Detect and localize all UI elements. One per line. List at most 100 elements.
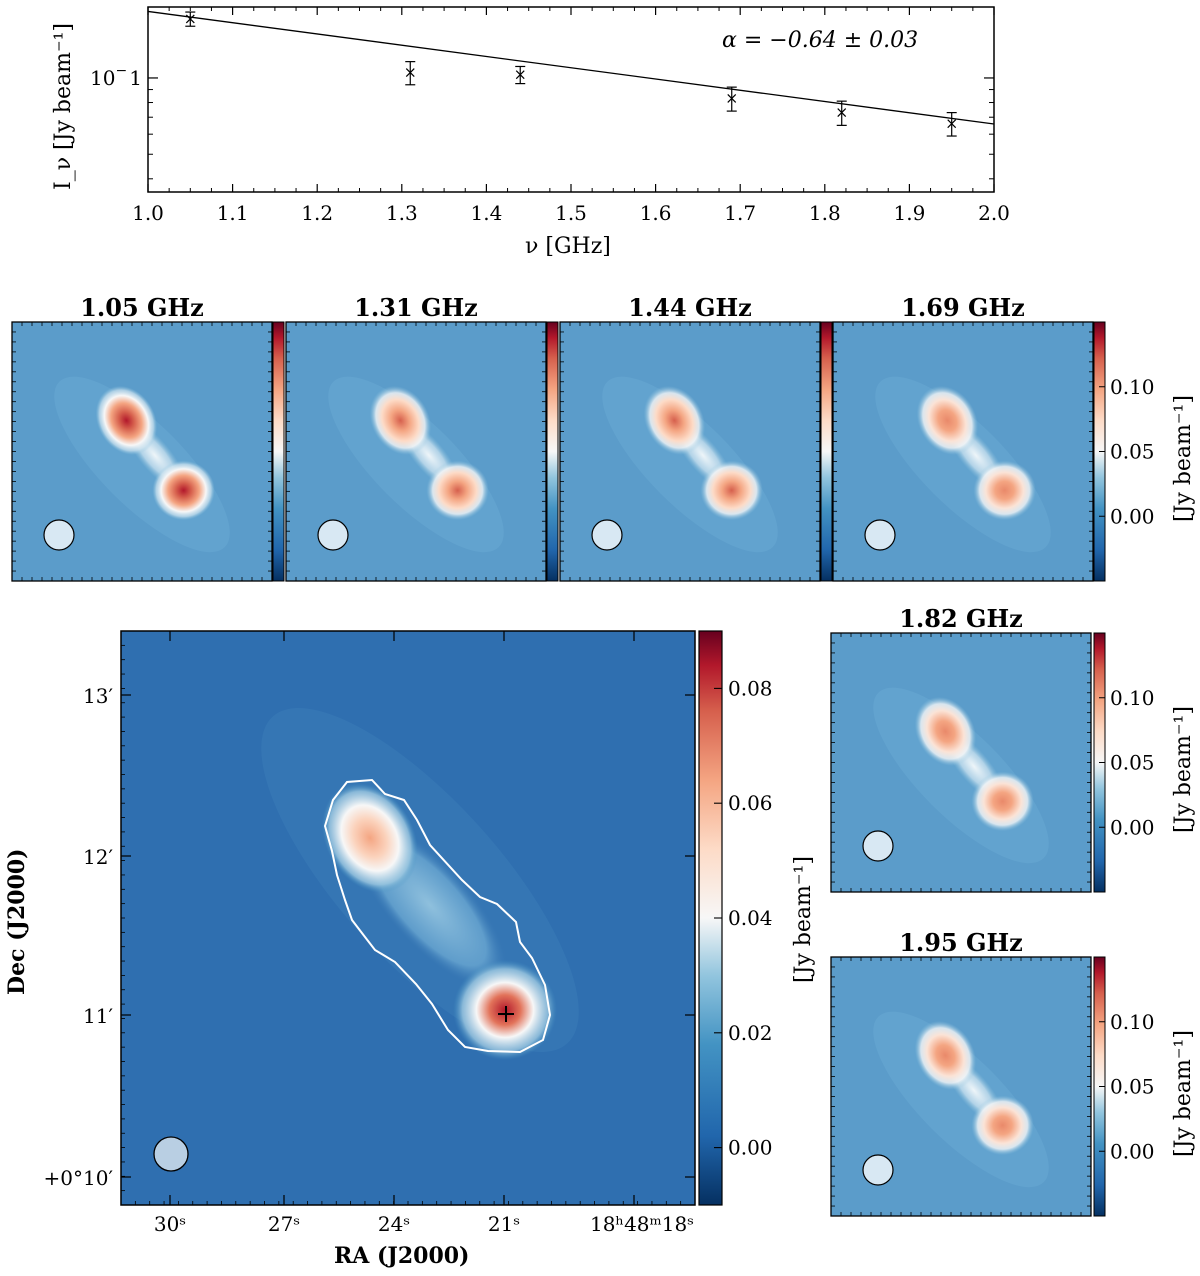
x-tick-label: 1.5 [555, 201, 587, 225]
channel-south-lobe [152, 460, 215, 521]
beam-ellipse [591, 519, 623, 551]
colorbar-tick-label: 0.05 [1110, 1075, 1155, 1099]
colorbar-tick-label: 0.00 [1110, 504, 1155, 528]
main-beam-ellipse [153, 1136, 189, 1172]
x-tick-label: 1.4 [470, 201, 502, 225]
peak-cross-marker [498, 1006, 514, 1022]
main-map-north-lobe [322, 783, 418, 893]
colorbar-tick-label: 0.05 [1110, 440, 1155, 464]
channel-panel: 1.95 GHz 0.10 0.05 0.00 [Jy beam⁻¹] [830, 928, 1196, 1217]
main-colorbar-tick-label: 0.08 [728, 676, 773, 700]
data-point [836, 100, 847, 126]
colorbar-tick-label: 0.10 [1110, 1010, 1155, 1034]
x-tick-label: 1.3 [386, 201, 418, 225]
beam-ellipse [864, 519, 896, 551]
channel-north-lobe [643, 385, 706, 455]
beam-ellipse [862, 1154, 894, 1186]
channel-colorbar [272, 321, 285, 582]
channel-colorbar [820, 321, 833, 582]
main-map: 30ˢ 27ˢ 24ˢ 21ˢ 18ʰ48ᵐ18ˢ 13′ 12′ 11′ +0°10′ 0.0… [4, 630, 816, 1269]
main-colorbar-tick-label: 0.06 [728, 791, 773, 815]
data-point [405, 61, 416, 86]
ra-tick-label: 18ʰ48ᵐ18ˢ [590, 1212, 694, 1236]
dec-tick-label: +0°10′ [44, 1166, 114, 1190]
channel-title: 1.31 GHz [354, 293, 478, 322]
channel-panel: 1.82 GHz 0.10 0.05 0.00 [Jy beam⁻¹] [830, 604, 1196, 893]
x-tick-label: 1.8 [809, 201, 841, 225]
dec-tick-label: 13′ [83, 684, 113, 708]
channel-title: 1.82 GHz [899, 604, 1023, 633]
x-tick-label: 1.6 [640, 201, 672, 225]
data-point [946, 111, 957, 137]
x-tick-label: 2.0 [978, 201, 1010, 225]
channel-south-lobe [971, 1095, 1034, 1156]
point-marker [727, 94, 737, 103]
spectrum-x-ticks: 1.0 1.1 1.2 1.3 1.4 1.5 1.6 1.7 1.8 1.9 2.0 [132, 7, 1010, 225]
colorbar-tick-label: 0.00 [1110, 1139, 1155, 1163]
colorbar-tick-label: 0.00 [1110, 815, 1155, 839]
beam-ellipse [317, 519, 349, 551]
spectrum-data-points [185, 11, 957, 137]
power-law-fit-line [147, 10, 995, 125]
ra-tick-label: 21ˢ [488, 1212, 520, 1236]
main-colorbar-label: [Jy beam⁻¹] [791, 856, 816, 983]
channel-south-lobe [971, 771, 1034, 832]
x-tick-label: 1.0 [132, 201, 164, 225]
channel-title: 1.05 GHz [80, 293, 204, 322]
dec-axis-label: Dec (J2000) [4, 848, 30, 995]
point-marker [185, 14, 195, 24]
channel-maps: 1.05 GHz 1.31 GHz 1.44 GHz 1.69 GHz 0.10 0.05… [11, 293, 1196, 1217]
spectrum-plot: 1.0 1.1 1.2 1.3 1.4 1.5 1.6 1.7 1.8 1.9 2.0 10− 1 α… [51, 6, 1010, 259]
y-axis-label: I_ν [Jy beam⁻¹] [51, 23, 76, 190]
main-colorbar-ticks: 0.08 0.06 0.04 0.02 0.00 [714, 676, 773, 1160]
channel-north-lobe [369, 385, 432, 455]
channel-south-lobe [426, 460, 489, 521]
channel-north-lobe [916, 385, 979, 455]
spectrum-axes-frame [147, 6, 995, 193]
contour-line [323, 778, 552, 1054]
channel-title: 1.69 GHz [901, 293, 1025, 322]
dec-tick-label: 12′ [83, 845, 113, 869]
dec-tick-label: 11′ [83, 1004, 113, 1028]
channel-panel: 1.31 GHz [285, 293, 559, 582]
ra-tick-label: 27ˢ [268, 1212, 300, 1236]
ra-tick-label: 30ˢ [154, 1212, 186, 1236]
point-marker [405, 68, 415, 78]
main-map-ticks: 30ˢ 27ˢ 24ˢ 21ˢ 18ʰ48ᵐ18ˢ 13′ 12′ 11′ +0°10′ [44, 631, 695, 1236]
channel-north-lobe [95, 385, 158, 455]
channel-colorbar-label: [Jy beam⁻¹] [1171, 395, 1196, 522]
channel-panel: 1.69 GHz 0.10 0.05 0.00 [Jy beam⁻¹] [832, 293, 1196, 582]
channel-panel: 1.05 GHz [11, 293, 285, 582]
colorbar-tick-label: 0.10 [1110, 686, 1155, 710]
alpha-annotation: α = −0.64 ± 0.03 [722, 28, 918, 53]
x-tick-label: 1.2 [301, 201, 333, 225]
ra-tick-label: 24ˢ [378, 1212, 410, 1236]
data-point [726, 86, 737, 112]
x-axis-label: ν [GHz] [525, 234, 611, 259]
channel-colorbar [546, 321, 559, 582]
point-marker [947, 119, 957, 129]
channel-north-lobe [914, 1020, 977, 1090]
channel-title: 1.95 GHz [899, 928, 1023, 957]
channel-colorbar-label: [Jy beam⁻¹] [1171, 706, 1196, 833]
data-point [185, 11, 196, 27]
channel-colorbar-label: [Jy beam⁻¹] [1171, 1030, 1196, 1157]
colorbar-tick-label: 0.10 [1110, 375, 1155, 399]
x-tick-label: 1.1 [217, 201, 249, 225]
x-tick-label: 1.7 [724, 201, 756, 225]
beam-ellipse [43, 519, 75, 551]
ra-axis-label: RA (J2000) [334, 1243, 469, 1269]
point-marker [515, 70, 525, 80]
channel-south-lobe [700, 460, 763, 521]
channel-south-lobe [973, 460, 1036, 521]
point-marker [837, 108, 847, 118]
main-colorbar-tick-label: 0.02 [728, 1021, 773, 1045]
x-tick-label: 1.9 [893, 201, 925, 225]
colorbar-tick-label: 0.05 [1110, 751, 1155, 775]
data-point [515, 65, 526, 85]
channel-north-lobe [914, 696, 977, 766]
channel-panel: 1.44 GHz [559, 293, 833, 582]
main-colorbar-tick-label: 0.04 [728, 906, 773, 930]
channel-title: 1.44 GHz [628, 293, 752, 322]
